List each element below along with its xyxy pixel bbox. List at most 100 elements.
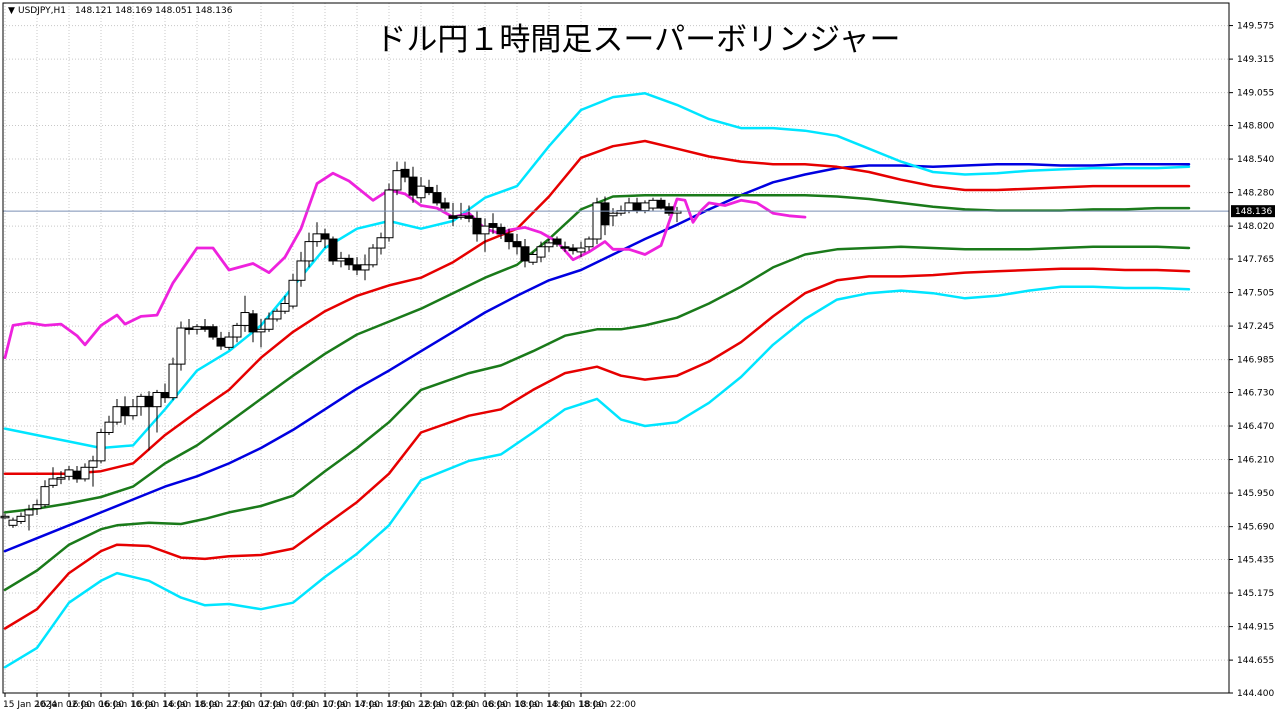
candle-body [208, 326, 218, 338]
candle-body [120, 406, 130, 417]
candle[interactable] [40, 480, 50, 508]
candle[interactable] [344, 254, 354, 270]
candle-body [448, 215, 458, 219]
candle[interactable] [496, 223, 506, 240]
dropdown-triangle-icon[interactable]: ▼ [8, 6, 15, 16]
candle-body [256, 328, 266, 333]
candle-body [168, 363, 178, 399]
candle[interactable] [80, 463, 90, 482]
y-tick-label: 146.985 [1237, 356, 1274, 366]
candle[interactable] [424, 179, 434, 196]
candle[interactable] [208, 324, 218, 340]
candle[interactable] [224, 331, 234, 350]
candle[interactable] [296, 251, 306, 287]
candle[interactable] [56, 471, 66, 485]
candle-body [464, 215, 474, 219]
candle[interactable] [328, 236, 338, 265]
candle[interactable] [256, 318, 266, 348]
candle[interactable] [488, 213, 498, 234]
candle[interactable] [104, 415, 114, 436]
candle[interactable] [528, 251, 538, 265]
candle-body [608, 212, 618, 217]
candle-body [232, 324, 242, 338]
candle[interactable] [96, 428, 106, 464]
candle-body [456, 215, 466, 218]
candle[interactable] [168, 357, 178, 401]
x-tick-label: 17 Jan 14:00 [323, 700, 380, 710]
candle-body [352, 264, 362, 271]
candle-body [616, 210, 626, 214]
candle-body [112, 406, 122, 423]
candle[interactable] [232, 322, 242, 343]
candle[interactable] [264, 312, 274, 332]
candle[interactable] [376, 232, 386, 255]
candle-body [552, 238, 562, 245]
candle[interactable] [288, 273, 298, 309]
x-tick-label: 16 Jan 06:00 [67, 700, 124, 710]
candle[interactable] [304, 232, 314, 268]
candle[interactable] [576, 241, 586, 258]
candle[interactable] [248, 309, 258, 343]
candle[interactable] [560, 241, 570, 252]
candle-body [440, 202, 450, 209]
candle-body [128, 406, 138, 417]
candle[interactable] [544, 239, 554, 252]
candle-body [384, 189, 394, 239]
candle-body [480, 225, 490, 235]
middle-band [3, 162, 1191, 553]
x-tick-label: 16 Jan 22:00 [195, 700, 252, 710]
candle[interactable] [384, 183, 394, 242]
candle-body [632, 202, 642, 212]
candle[interactable] [32, 499, 42, 516]
candle[interactable] [440, 197, 450, 211]
candle[interactable] [16, 512, 26, 525]
candle[interactable] [520, 239, 530, 268]
y-tick-label: 149.055 [1237, 89, 1274, 99]
current-price-tag [1231, 205, 1275, 218]
candle-body [312, 233, 322, 243]
candle[interactable] [24, 504, 34, 531]
candle[interactable] [368, 244, 378, 268]
candle[interactable] [176, 321, 186, 371]
candle-body [280, 303, 290, 312]
candle[interactable] [392, 161, 402, 196]
y-tick-label: 146.730 [1237, 388, 1274, 398]
candle-body [424, 186, 434, 194]
candle[interactable] [656, 197, 666, 210]
candle[interactable] [536, 241, 546, 263]
candle[interactable] [272, 308, 282, 322]
candle[interactable] [400, 161, 410, 183]
candle[interactable] [0, 513, 10, 519]
candle[interactable] [88, 455, 98, 487]
candle[interactable] [464, 205, 474, 223]
candle[interactable] [48, 467, 58, 488]
candle[interactable] [128, 398, 138, 420]
candle[interactable] [360, 254, 370, 281]
candle[interactable] [432, 184, 442, 206]
candle[interactable] [480, 218, 490, 252]
candle-body [320, 233, 330, 240]
candle[interactable] [552, 236, 562, 247]
x-tick-label: 16 Jan 10:00 [99, 700, 156, 710]
candle-body [32, 504, 42, 510]
y-tick-label: 148.540 [1237, 155, 1274, 165]
candle[interactable] [320, 228, 330, 249]
candle[interactable] [8, 517, 18, 528]
bands-layer [3, 92, 1191, 669]
candle[interactable] [584, 236, 594, 251]
candle[interactable] [152, 389, 162, 433]
candle[interactable] [512, 233, 522, 255]
symbol-label: USDJPY,H1 [18, 6, 66, 16]
candle-body [240, 312, 250, 326]
candle[interactable] [616, 205, 626, 216]
y-tick-label: 144.655 [1237, 656, 1274, 666]
candle[interactable] [592, 197, 602, 245]
candle[interactable] [280, 295, 290, 314]
candle[interactable] [504, 228, 514, 250]
candle-body [176, 327, 186, 365]
candle[interactable] [664, 202, 674, 216]
x-tick-label: 16 Jan 14:00 [131, 700, 188, 710]
candle-body [40, 486, 50, 506]
